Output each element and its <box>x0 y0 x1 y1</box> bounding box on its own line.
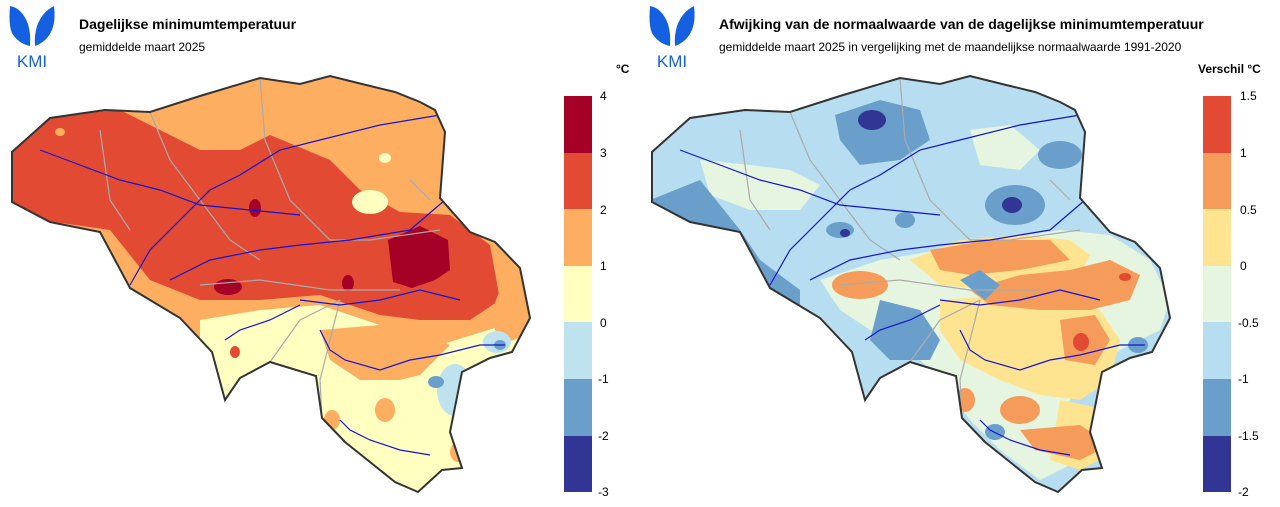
legend-swatch <box>1203 209 1231 266</box>
left-subtitle: gemiddelde maart 2025 <box>79 40 206 54</box>
legend-swatch <box>1203 322 1231 379</box>
left-map-panel: KMI Dagelijkse minimumtemperatuur gemidd… <box>6 4 630 499</box>
legend-tick: 0 <box>1240 259 1247 273</box>
legend-tick: -1.5 <box>1238 429 1259 443</box>
belgium-border <box>11 74 532 494</box>
legend-tick: 4 <box>600 89 607 103</box>
legend-swatch <box>564 96 592 153</box>
left-temperature-map <box>11 74 532 494</box>
legend-tick: 0 <box>600 316 607 330</box>
right-anomaly-map <box>651 74 1172 494</box>
legend-tick: -0.5 <box>1238 316 1259 330</box>
left-legend <box>564 96 592 493</box>
legend-swatch <box>564 378 592 436</box>
legend-swatch <box>564 209 592 266</box>
legend-tick: -2 <box>1238 485 1249 499</box>
right-map-panel: KMI Afwijking van de normaalwaarde van d… <box>640 0 1280 507</box>
legend-swatch <box>1203 152 1231 210</box>
legend-tick: -1 <box>598 372 609 386</box>
left-unit-label: °C <box>616 62 630 76</box>
legend-swatch <box>1203 378 1231 436</box>
right-legend <box>1203 96 1231 493</box>
belgium-border <box>651 74 1172 494</box>
legend-swatch <box>1203 265 1231 323</box>
kmi-logo: KMI <box>6 4 58 72</box>
legend-tick: 1.5 <box>1240 89 1257 103</box>
logo-text: KMI <box>17 52 47 71</box>
right-unit-label: Verschil °C <box>1198 62 1261 76</box>
legend-swatch <box>1203 96 1231 153</box>
legend-swatch <box>564 322 592 379</box>
legend-tick: 3 <box>600 146 607 160</box>
legend-tick: 1 <box>1240 146 1247 160</box>
legend-tick: -1 <box>1238 372 1249 386</box>
legend-swatch <box>564 435 592 493</box>
legend-swatch <box>1203 435 1231 493</box>
left-title: Dagelijkse minimumtemperatuur <box>79 16 297 32</box>
legend-tick: 0.5 <box>1240 203 1257 217</box>
legend-tick: 2 <box>600 203 607 217</box>
logo-text: KMI <box>657 52 687 71</box>
legend-swatch <box>564 152 592 210</box>
kmi-logo: KMI <box>646 4 698 72</box>
legend-tick: 1 <box>600 259 607 273</box>
right-title: Afwijking van de normaalwaarde van de da… <box>719 16 1204 32</box>
legend-tick: -2 <box>598 429 609 443</box>
legend-swatch <box>564 265 592 323</box>
right-subtitle: gemiddelde maart 2025 in vergelijking me… <box>719 40 1182 54</box>
legend-tick: -3 <box>598 485 609 499</box>
